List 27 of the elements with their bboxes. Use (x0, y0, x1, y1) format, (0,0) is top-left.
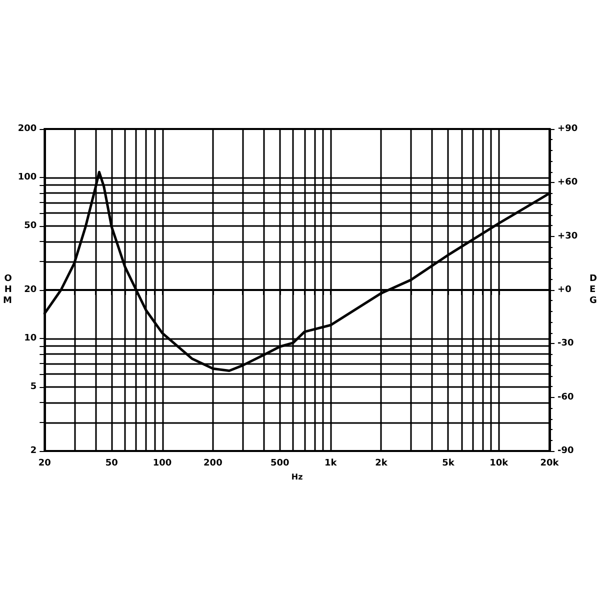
y-tick-label: 100 (18, 172, 37, 182)
x-tick-label: 10k (490, 458, 510, 468)
x-tick-label: 20 (38, 458, 51, 468)
y2-tick-label: -60 (558, 392, 574, 402)
x-tick-label: 50 (105, 458, 118, 468)
y2-tick-label: +60 (558, 178, 578, 188)
x-tick-label: 500 (270, 458, 290, 468)
y2-tick-label: -30 (558, 338, 574, 349)
x-tick-label: 2k (375, 458, 388, 468)
y-axis-title: OHM (2, 274, 12, 306)
x-tick-label: 5k (442, 458, 456, 468)
y2-axis-title: DEG (590, 274, 598, 306)
y2-tick-label: +0 (558, 285, 572, 295)
y2-tick-label: -90 (558, 446, 574, 456)
x-tick-label: 1k (324, 458, 338, 468)
x-tick-label: 200 (204, 458, 222, 468)
x-tick-label: 20k (540, 458, 560, 468)
y-tick-label: 5 (30, 382, 37, 392)
y-tick-label: 50 (24, 220, 37, 231)
x-tick-label: 100 (152, 458, 172, 468)
y-tick-label: 10 (24, 333, 37, 344)
x-axis-title: Hz (291, 472, 304, 482)
y-tick-label: 2 (30, 446, 37, 456)
y2-tick-label: +30 (558, 231, 578, 242)
y-tick-label: 20 (24, 285, 37, 295)
y-tick-label: 200 (18, 124, 37, 134)
y2-tick-label: +90 (558, 124, 578, 134)
